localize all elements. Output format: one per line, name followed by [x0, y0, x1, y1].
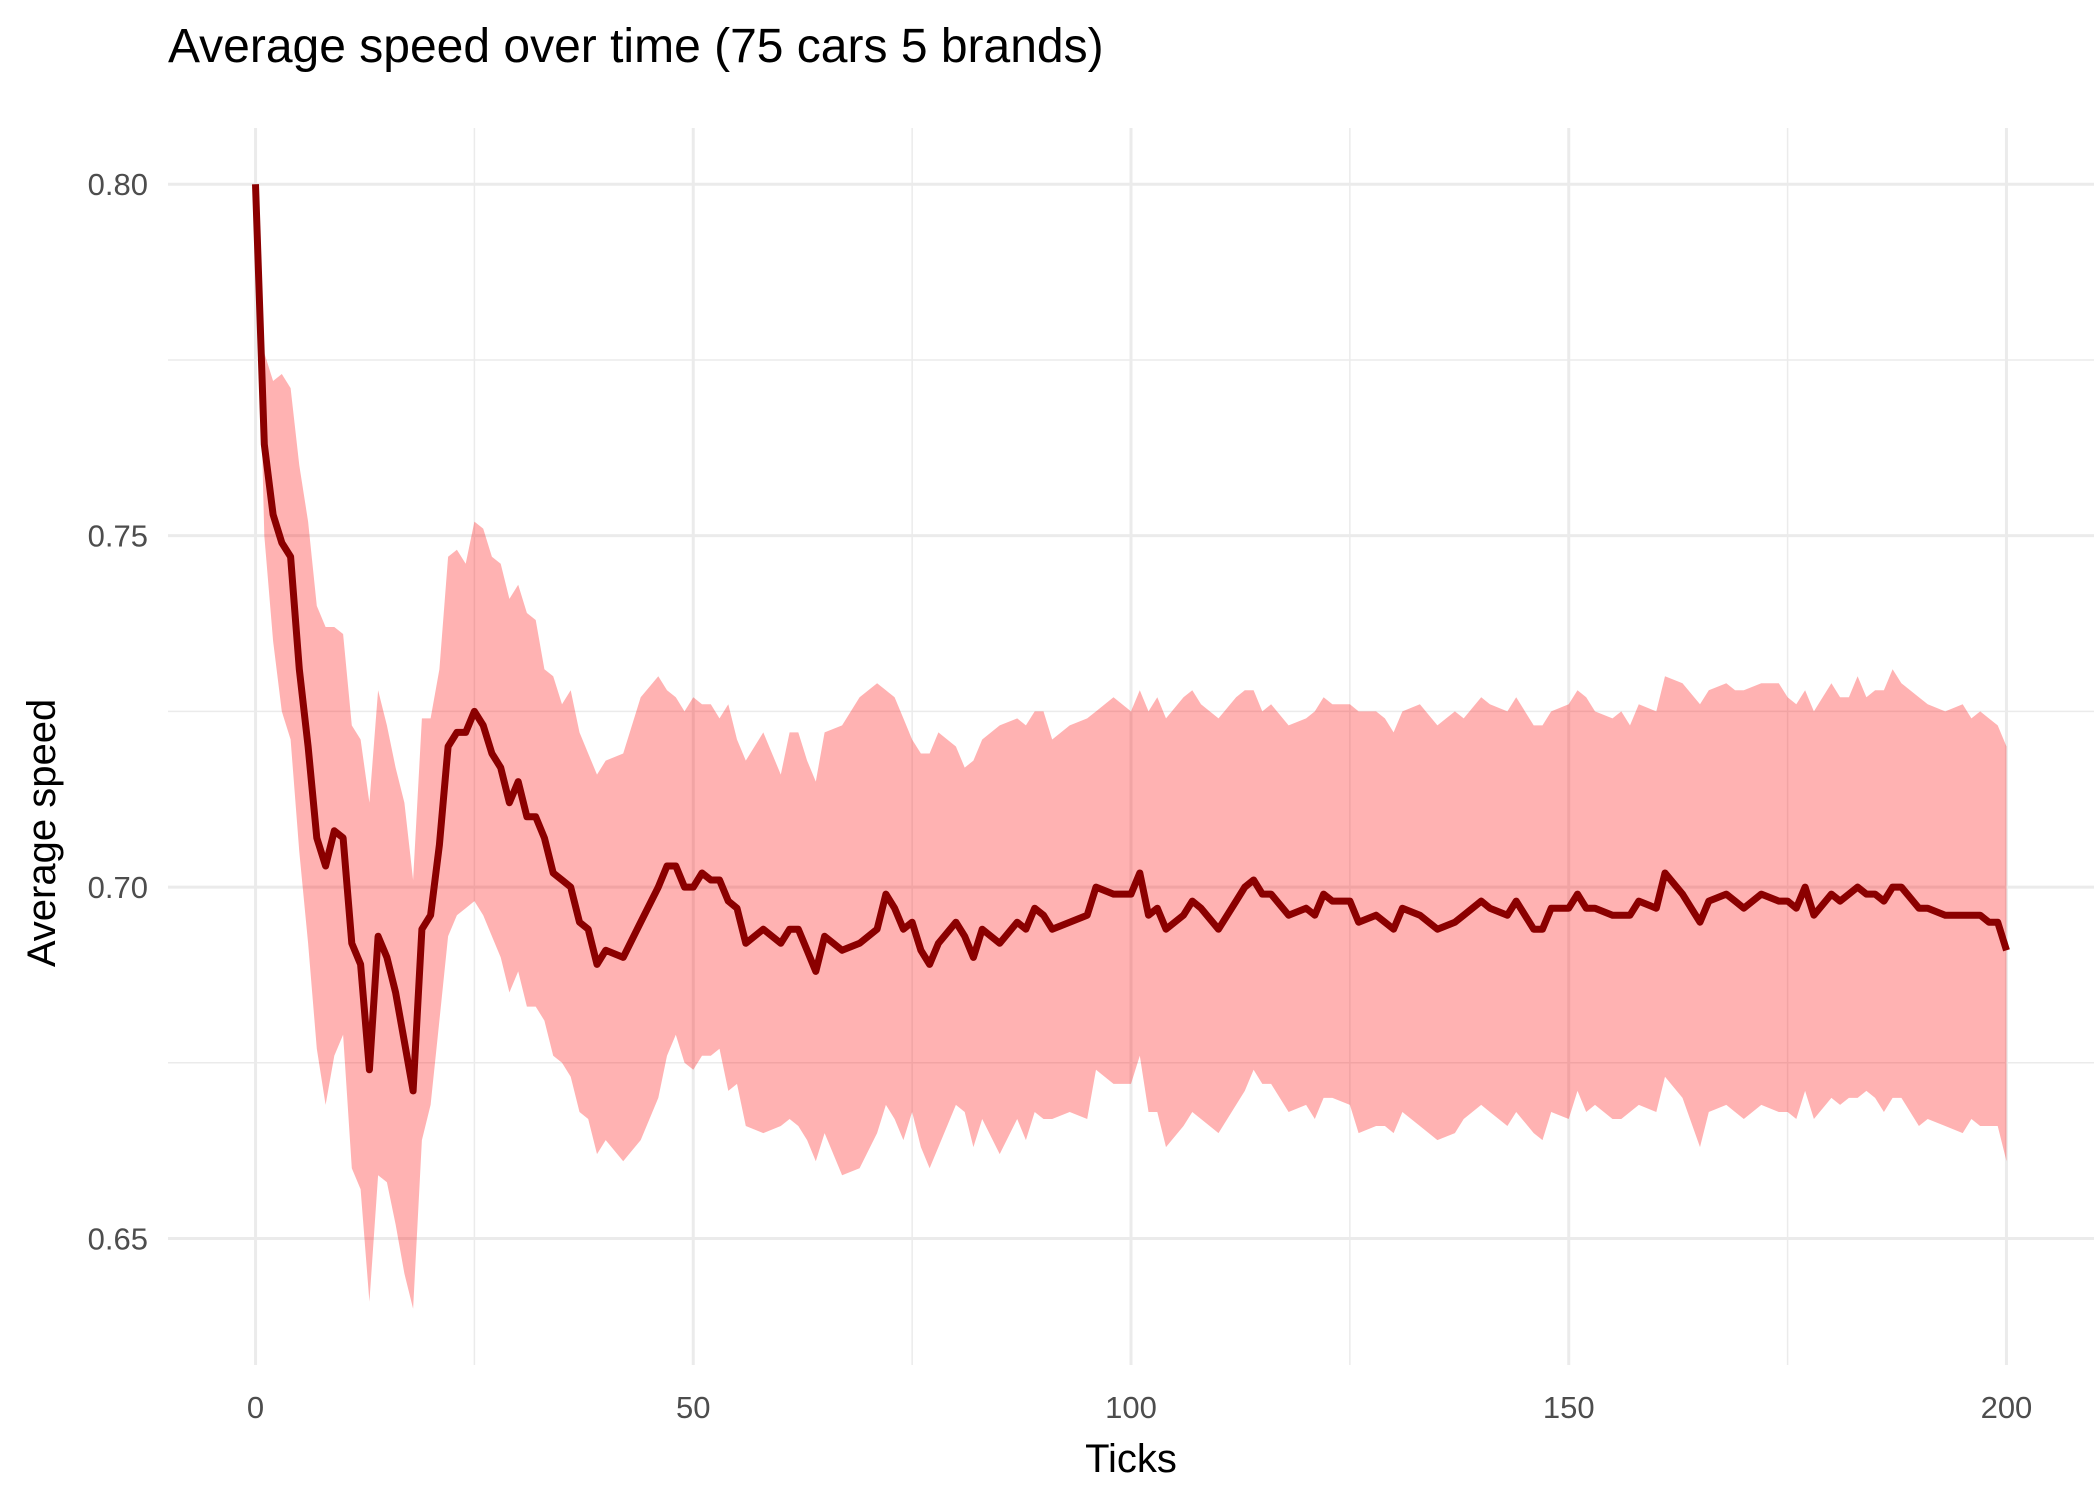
y-tick-label: 0.75	[88, 519, 148, 554]
x-axis-tick-labels: 0 50 100 150 200	[247, 1390, 2032, 1425]
y-axis-tick-labels: 0.65 0.70 0.75 0.80	[88, 167, 148, 1256]
x-tick-label: 0	[247, 1390, 264, 1425]
y-tick-label: 0.65	[88, 1221, 148, 1256]
average-speed-line	[252, 184, 2010, 1095]
x-tick-label: 50	[676, 1390, 710, 1425]
x-tick-label: 100	[1105, 1390, 1157, 1425]
x-tick-label: 200	[1981, 1390, 2033, 1425]
x-tick-label: 150	[1543, 1390, 1595, 1425]
y-axis-title: Average speed	[20, 699, 64, 967]
x-axis-title: Ticks	[1085, 1437, 1177, 1481]
confidence-band	[255, 184, 2007, 1309]
y-tick-label: 0.80	[88, 167, 148, 202]
chart-title: Average speed over time (75 cars 5 brand…	[168, 20, 1104, 73]
y-tick-label: 0.70	[88, 870, 148, 905]
